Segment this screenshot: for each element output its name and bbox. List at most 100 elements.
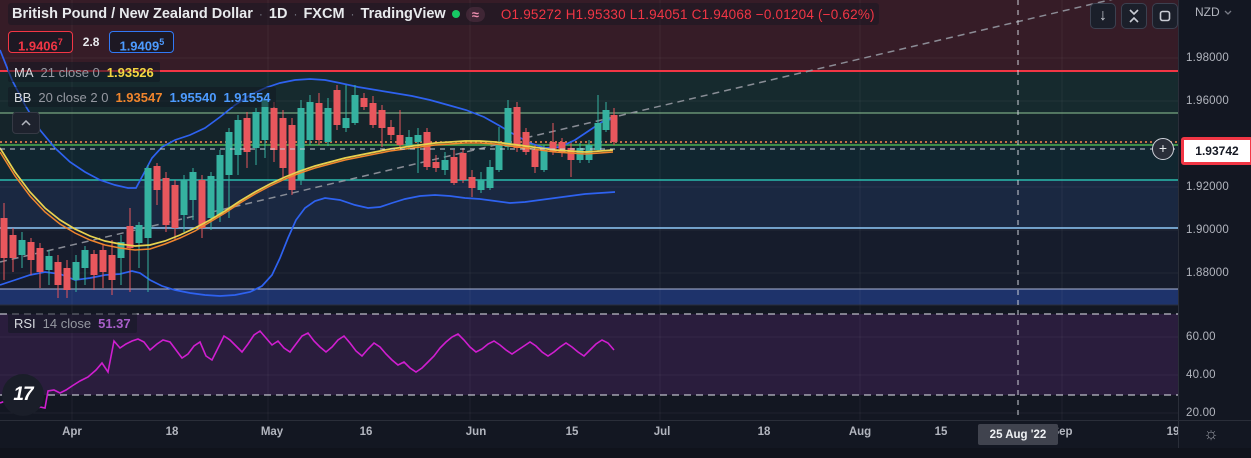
candle-body[interactable] [189,172,197,200]
market-status-icon[interactable] [451,10,460,18]
candle-body[interactable] [378,110,386,128]
symbol-title[interactable]: British Pound / New Zealand Dollar [12,6,253,22]
candle-body[interactable] [297,108,305,180]
candle-body[interactable] [324,108,332,142]
candle-body[interactable] [0,218,8,258]
candle-body[interactable] [567,148,575,160]
candle-body[interactable] [450,157,458,183]
candle-body[interactable] [36,248,44,272]
candle-body[interactable] [279,118,287,168]
candle-body[interactable] [117,242,125,258]
rsi-legend[interactable]: RSI 14 close 51.37 [8,313,137,333]
candle-body[interactable] [252,112,260,148]
candle-body[interactable] [504,108,512,147]
candle-body[interactable] [486,167,494,188]
candle-body[interactable] [351,95,359,123]
candle-body[interactable] [108,255,116,280]
candle-body[interactable] [468,177,476,188]
candle-body[interactable] [594,123,602,150]
candle-body[interactable] [602,110,610,130]
ma21-line[interactable] [0,140,614,247]
arrow-down-icon: ↓ [1099,7,1107,24]
candle-body[interactable] [234,120,242,155]
candle-body[interactable] [18,240,26,255]
candle-body[interactable] [270,108,278,150]
candle-body[interactable] [126,226,134,248]
ma-value: 1.93526 [106,64,154,80]
price-chart-svg[interactable] [0,0,1178,420]
price-axis[interactable]: NZD 1.98000 1.96000 1.92000 1.90000 1.88000 6… [1178,0,1251,420]
data-delay-icon[interactable]: ≈ [465,6,485,22]
candle-body[interactable] [153,166,161,190]
candle-body[interactable] [261,100,269,140]
bid-badge[interactable]: 1.94067 [8,31,73,53]
candle-body[interactable] [81,250,89,268]
candle-body[interactable] [333,90,341,125]
candle-body[interactable] [360,98,368,107]
candle-body[interactable] [9,235,17,258]
candle-body[interactable] [243,118,251,152]
candle-body[interactable] [288,125,296,190]
collapse-legend-button[interactable] [12,112,40,134]
candle-body[interactable] [423,132,431,167]
candle-body[interactable] [414,135,422,142]
candle-body[interactable] [207,176,215,218]
bb-legend[interactable]: BB 20 close 2 0 1.93547 1.95540 1.91554 [8,87,277,107]
currency-selector[interactable]: NZD [1195,5,1232,19]
candle-body[interactable] [495,145,503,170]
candle-body[interactable] [63,268,71,290]
candle-body[interactable] [225,132,233,175]
rsi-line[interactable] [0,329,615,411]
candle-body[interactable] [99,250,107,272]
candle-body[interactable] [405,137,413,147]
candle-body[interactable] [387,127,395,135]
axis-settings-gear-icon[interactable]: ☼ [1203,424,1219,443]
candle-body[interactable] [531,150,539,167]
candle-body[interactable] [216,155,224,215]
price-zone [0,228,1178,289]
ohlc-readout: O1.95272 H1.95330 L1.94051 C1.94068 −0.0… [500,6,875,22]
candle-body[interactable] [54,262,62,285]
candle-body[interactable] [72,262,80,280]
candle-body[interactable] [90,254,98,275]
candle-body[interactable] [459,153,467,180]
candle-body[interactable] [144,168,152,238]
candle-body[interactable] [369,103,377,125]
candle-body[interactable] [441,160,449,170]
move-pane-down-button[interactable]: ↓ [1090,3,1116,29]
bb-basis-line[interactable] [0,142,614,251]
candle-body[interactable] [558,142,566,153]
time-axis[interactable]: Apr 18 May 16 Jun 15 Jul 18 Aug 15 Sep 19 25 Aug '2… [0,420,1251,448]
candle-body[interactable] [306,102,314,140]
ma-name: MA [14,64,34,80]
candle-body[interactable] [171,185,179,228]
candle-body[interactable] [396,135,404,145]
candle-body[interactable] [513,107,521,148]
candle-body[interactable] [315,103,323,140]
candle-body[interactable] [45,256,53,270]
exchange-label[interactable]: FXCM [303,6,345,22]
candle-body[interactable] [610,115,618,142]
add-alert-plus-icon[interactable]: + [1152,138,1174,160]
ma-legend[interactable]: MA 21 close 0 1.93526 [8,62,160,82]
candle-body[interactable] [342,118,350,128]
maximize-pane-button[interactable] [1152,3,1178,29]
candle-body[interactable] [549,142,557,152]
price-axis-label: 60.00 [1186,331,1216,343]
candle-body[interactable] [477,180,485,190]
interval-label[interactable]: 1D [268,6,288,22]
candle-body[interactable] [432,162,440,168]
collapse-pane-button[interactable] [1121,3,1147,29]
bb-params: 20 close 2 0 [38,89,109,105]
candle-body[interactable] [540,150,548,170]
candle-body[interactable] [198,180,206,228]
candle-body[interactable] [135,225,143,243]
tradingview-logo[interactable]: 17 [2,374,44,416]
candle-body[interactable] [27,242,35,260]
candle-body[interactable] [162,178,170,225]
candle-body[interactable] [180,180,188,215]
ask-badge[interactable]: 1.94095 [109,31,175,53]
candle-body[interactable] [522,132,530,152]
rsi-value: 51.37 [98,315,131,331]
